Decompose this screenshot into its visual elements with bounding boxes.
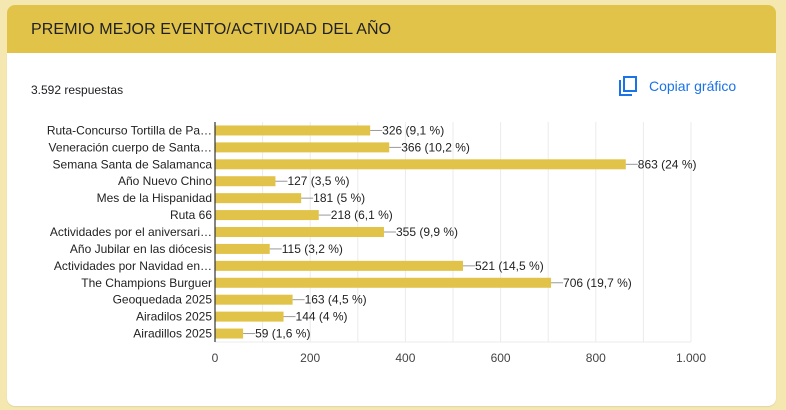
- data-label: 144 (4 %): [296, 310, 348, 324]
- data-label: 863 (24 %): [638, 157, 697, 171]
- category-label: Actividades por Navidad en…: [54, 259, 212, 273]
- bar: [215, 142, 390, 153]
- bar: [215, 277, 552, 288]
- bar: [215, 210, 319, 221]
- category-label: Año Jubilar en las diócesis: [70, 242, 212, 256]
- category-label: Airadillos 2025: [133, 327, 212, 341]
- bar: [215, 294, 293, 305]
- bar: [215, 328, 244, 339]
- category-label: Geoquedada 2025: [113, 293, 213, 307]
- bar: [215, 311, 284, 322]
- bar: [215, 227, 384, 237]
- bar: [215, 159, 626, 170]
- data-label: 366 (10,2 %): [401, 140, 470, 154]
- data-label: 706 (19,7 %): [563, 276, 632, 290]
- category-label: The Champions Burguer: [81, 276, 212, 290]
- copy-chart-button[interactable]: Copiar gráfico: [619, 73, 736, 99]
- data-label: 127 (3,5 %): [287, 174, 349, 188]
- category-label: Ruta 66: [170, 208, 212, 222]
- question-header: PREMIO MEJOR EVENTO/ACTIVIDAD DEL AÑO: [7, 5, 776, 53]
- data-label: 163 (4,5 %): [305, 293, 367, 307]
- x-tick-label: 400: [395, 351, 415, 365]
- category-label: Actividades por el aniversari…: [50, 225, 212, 239]
- data-label: 115 (3,2 %): [282, 242, 343, 256]
- category-label: Airadilos 2025: [136, 310, 212, 324]
- copy-icon: [619, 76, 637, 96]
- bar: [215, 260, 463, 271]
- data-label: 355 (9,9 %): [396, 225, 458, 239]
- data-label: 326 (9,1 %): [382, 123, 444, 137]
- category-label: Mes de la Hispanidad: [97, 191, 212, 205]
- chart-card: 3.592 respuestas Copiar gráfico: [7, 53, 776, 406]
- bar: [215, 193, 302, 204]
- question-title: PREMIO MEJOR EVENTO/ACTIVIDAD DEL AÑO: [31, 21, 392, 38]
- data-label: 521 (14,5 %): [475, 259, 544, 273]
- category-label: Semana Santa de Salamanca: [53, 157, 213, 171]
- data-label: 218 (6,1 %): [331, 208, 393, 222]
- bar: [215, 176, 276, 187]
- data-label: 181 (5 %): [313, 191, 365, 205]
- x-tick-label: 600: [491, 351, 511, 365]
- x-tick-label: 800: [586, 351, 606, 365]
- category-label: Veneración cuerpo de Santa…: [49, 140, 212, 154]
- x-tick-label: 200: [300, 351, 320, 365]
- data-label: 59 (1,6 %): [255, 327, 310, 341]
- response-count: 3.592 respuestas: [31, 83, 124, 97]
- x-tick-label: 0: [212, 351, 219, 365]
- copy-chart-label: Copiar gráfico: [649, 78, 737, 94]
- bar: [215, 125, 371, 136]
- x-tick-label: 1.000: [676, 351, 706, 365]
- category-label: Año Nuevo Chino: [118, 174, 212, 188]
- category-label: Ruta-Concurso Tortilla de Pa…: [47, 123, 212, 137]
- bar: [215, 243, 270, 254]
